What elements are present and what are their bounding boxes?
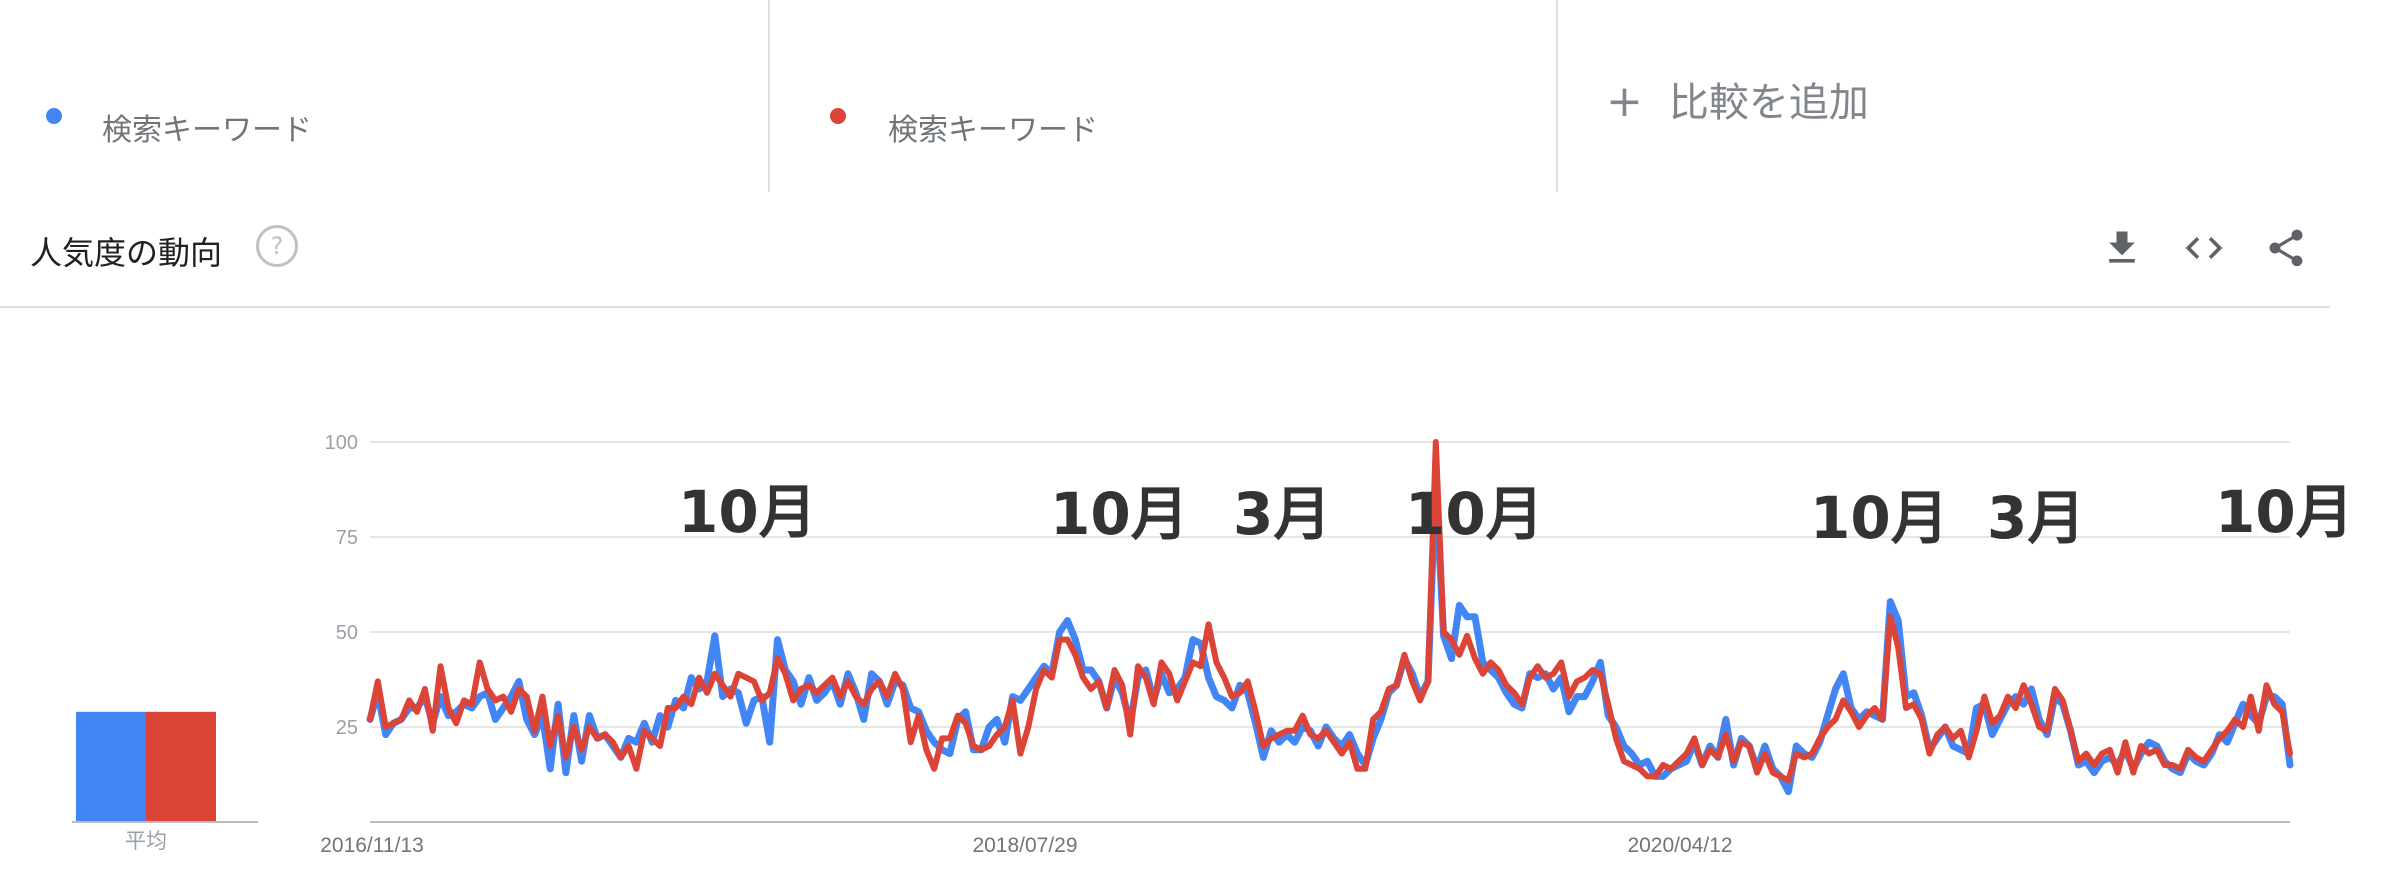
y-tick-label: 100 (325, 432, 358, 454)
series-line-2 (367, 439, 2293, 784)
average-bars (76, 711, 216, 822)
month-annotation: 10月 (2215, 478, 2354, 546)
x-tick-label: 2020/04/12 (1627, 834, 1732, 857)
x-tick-label: 2018/07/29 (972, 834, 1077, 857)
x-axis-labels: 2016/11/13 2018/07/29 2020/04/12 (320, 834, 1732, 857)
series-2-dot (830, 108, 846, 124)
question-icon[interactable]: ? (256, 225, 298, 267)
average-label: 平均 (125, 829, 167, 853)
plus-icon: + (1606, 76, 1643, 127)
average-bar-series-1 (76, 711, 146, 822)
keyword-chip-1[interactable]: 検索キーワード (0, 0, 770, 192)
download-icon[interactable] (2100, 226, 2144, 270)
month-annotation: 3月 (1987, 484, 2085, 552)
month-annotation: 10月 (1405, 480, 1544, 548)
keyword-label-1: 検索キーワード (102, 113, 312, 148)
series-1-dot (46, 108, 62, 124)
embed-code-icon[interactable] (2182, 226, 2226, 270)
average-bar-series-2 (146, 711, 216, 822)
keyword-divider (1556, 0, 1558, 192)
y-tick-label: 50 (336, 622, 358, 644)
keyword-chip-2[interactable]: 検索キーワード (770, 0, 1556, 192)
series-lines (366, 439, 2294, 796)
keyword-divider (768, 0, 770, 192)
y-tick-label: 25 (336, 717, 358, 739)
section-title: 人気度の動向 (30, 234, 223, 272)
month-annotation: 10月 (1810, 484, 1949, 552)
month-annotation: 3月 (1233, 480, 1331, 548)
keyword-label-2: 検索キーワード (888, 113, 1098, 148)
gridlines: 100 75 50 25 (325, 432, 2290, 823)
y-tick-label: 75 (336, 527, 358, 549)
interest-over-time-header: 人気度の動向 ? (0, 200, 2330, 308)
add-compare-button[interactable]: + 比較を追加 (1606, 70, 1869, 128)
share-icon[interactable] (2264, 226, 2308, 270)
month-annotations: 10月 10月 3月 10月 10月 3月 10月 (678, 478, 2354, 552)
keyword-bar: 検索キーワード 検索キーワード + 比較を追加 (0, 0, 2391, 192)
month-annotation: 10月 (1050, 480, 1189, 548)
x-tick-label: 2016/11/13 (320, 834, 424, 857)
month-annotation: 10月 (678, 478, 817, 546)
add-compare-label: 比較を追加 (1668, 80, 1869, 126)
